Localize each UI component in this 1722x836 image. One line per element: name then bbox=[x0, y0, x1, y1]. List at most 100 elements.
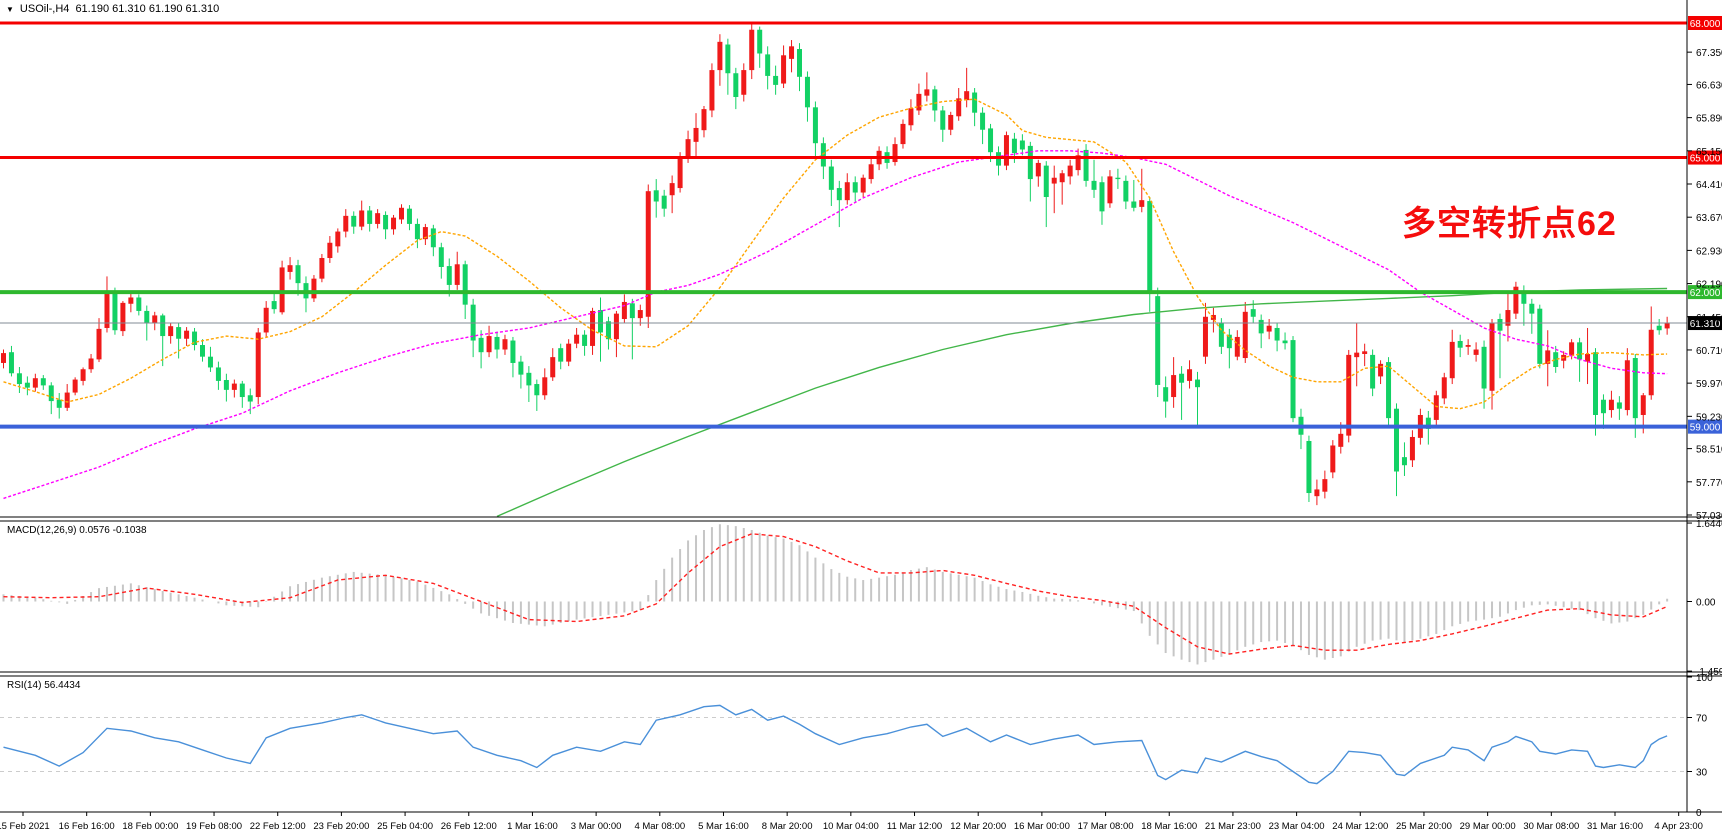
candle-body bbox=[677, 157, 683, 189]
macd-indicator-label: MACD(12,26,9) 0.0576 -0.1038 bbox=[7, 525, 147, 536]
candle-body bbox=[892, 144, 898, 163]
candle-body bbox=[1179, 373, 1185, 383]
candle-body bbox=[399, 207, 404, 220]
rsi-line[interactable] bbox=[3, 704, 1668, 785]
candle-body bbox=[1632, 358, 1638, 419]
candle-body bbox=[1608, 399, 1614, 411]
x-axis-label: 15 Feb 2021 bbox=[0, 821, 50, 832]
candle-body bbox=[741, 70, 747, 95]
candle-body bbox=[96, 328, 102, 360]
candle-body bbox=[64, 392, 70, 408]
y-axis-label: 65.890 bbox=[1696, 114, 1722, 125]
chevron-down-icon[interactable]: ▼ bbox=[6, 4, 14, 14]
candle-body bbox=[1481, 346, 1487, 389]
candle-body bbox=[1043, 165, 1049, 198]
candle-body bbox=[215, 367, 221, 381]
price-badge bbox=[1688, 419, 1722, 434]
candle-body bbox=[1394, 408, 1399, 472]
y-axis-label: 57.770 bbox=[1696, 478, 1722, 489]
candle-body bbox=[144, 310, 150, 323]
candle-body bbox=[1226, 334, 1232, 349]
x-axis-label: 16 Feb 16:00 bbox=[59, 821, 115, 832]
candle-body bbox=[1091, 180, 1097, 190]
x-axis-label: 25 Mar 20:00 bbox=[1396, 821, 1452, 832]
candle-body bbox=[359, 210, 365, 227]
candle-body bbox=[828, 166, 834, 190]
candle-body bbox=[765, 54, 771, 76]
candle-body bbox=[900, 123, 906, 145]
candle-body bbox=[120, 302, 126, 332]
candle-body bbox=[1027, 145, 1033, 180]
candle-body bbox=[391, 217, 397, 230]
candle-body bbox=[335, 231, 341, 247]
x-axis-label: 4 Mar 08:00 bbox=[634, 821, 685, 832]
candle-body bbox=[1473, 349, 1479, 355]
rsi-name: RSI(14) bbox=[7, 680, 42, 691]
candle-body bbox=[1242, 311, 1248, 359]
candle-body bbox=[1218, 323, 1224, 347]
candle-body bbox=[239, 383, 245, 398]
candle-body bbox=[1489, 323, 1495, 391]
x-axis-label: 3 Mar 00:00 bbox=[571, 821, 622, 832]
y-axis-label: 59.970 bbox=[1696, 379, 1722, 390]
candle-body bbox=[598, 310, 603, 333]
candle-body bbox=[836, 188, 842, 201]
macd-axis-label: 0.00 bbox=[1696, 598, 1716, 609]
candle-body bbox=[128, 297, 134, 304]
macd-axis-label: -1.4594 bbox=[1696, 667, 1722, 678]
macd-signal-line[interactable] bbox=[3, 533, 1668, 655]
ma-orange-line[interactable] bbox=[3, 98, 1668, 410]
candle-body bbox=[8, 352, 14, 374]
candle-body bbox=[1131, 201, 1137, 208]
candle-body bbox=[56, 399, 62, 408]
candle-body bbox=[1425, 417, 1431, 429]
candle-body bbox=[964, 91, 970, 101]
candle-body bbox=[1449, 341, 1455, 379]
candle-body bbox=[1282, 340, 1288, 344]
candle-body bbox=[343, 215, 349, 232]
candle-body bbox=[327, 242, 333, 259]
candle-body bbox=[319, 258, 325, 279]
candle-body bbox=[820, 143, 826, 167]
candle-body bbox=[717, 41, 723, 71]
y-axis-label: 67.350 bbox=[1696, 48, 1722, 59]
candle-body bbox=[542, 377, 548, 396]
price-badge-label: 68.000 bbox=[1690, 19, 1721, 30]
candle-body bbox=[653, 190, 659, 202]
candle-body bbox=[1362, 351, 1368, 354]
candle-body bbox=[1616, 402, 1622, 409]
symbol-header: ▼ USOil-,H4 61.190 61.310 61.190 61.310 bbox=[6, 3, 219, 15]
candle-body bbox=[1035, 162, 1041, 177]
current-price-badge-label: 61.310 bbox=[1690, 319, 1721, 330]
rsi-axis-label: 100 bbox=[1696, 673, 1713, 684]
candle-body bbox=[263, 307, 269, 333]
rsi-indicator-label: RSI(14) 56.4434 bbox=[7, 680, 80, 691]
candle-body bbox=[1187, 369, 1193, 381]
rsi-value: 56.4434 bbox=[44, 680, 81, 691]
macd-values: 0.0576 -0.1038 bbox=[79, 525, 147, 536]
candle-body bbox=[446, 266, 452, 285]
candle-body bbox=[558, 348, 564, 362]
candle-body bbox=[566, 343, 572, 362]
y-axis-label: 59.230 bbox=[1696, 412, 1722, 423]
candle-body bbox=[1195, 379, 1200, 388]
candle-body bbox=[1521, 292, 1527, 304]
candle-body bbox=[988, 128, 994, 153]
candle-body bbox=[637, 310, 643, 319]
candle-body bbox=[1656, 325, 1662, 331]
candle-body bbox=[247, 395, 253, 402]
candle-body bbox=[200, 345, 205, 357]
candle-body bbox=[1322, 479, 1328, 492]
candle-body bbox=[255, 332, 261, 398]
candle-body bbox=[414, 223, 420, 240]
candle-body bbox=[16, 373, 22, 385]
candle-body bbox=[1378, 363, 1384, 377]
candle-body bbox=[518, 361, 524, 375]
x-axis-label: 11 Mar 12:00 bbox=[887, 821, 942, 832]
candle-body bbox=[940, 110, 946, 130]
candle-body bbox=[152, 315, 158, 323]
candle-body bbox=[924, 89, 930, 96]
candle-body bbox=[1529, 303, 1535, 314]
candle-body bbox=[1266, 325, 1272, 332]
